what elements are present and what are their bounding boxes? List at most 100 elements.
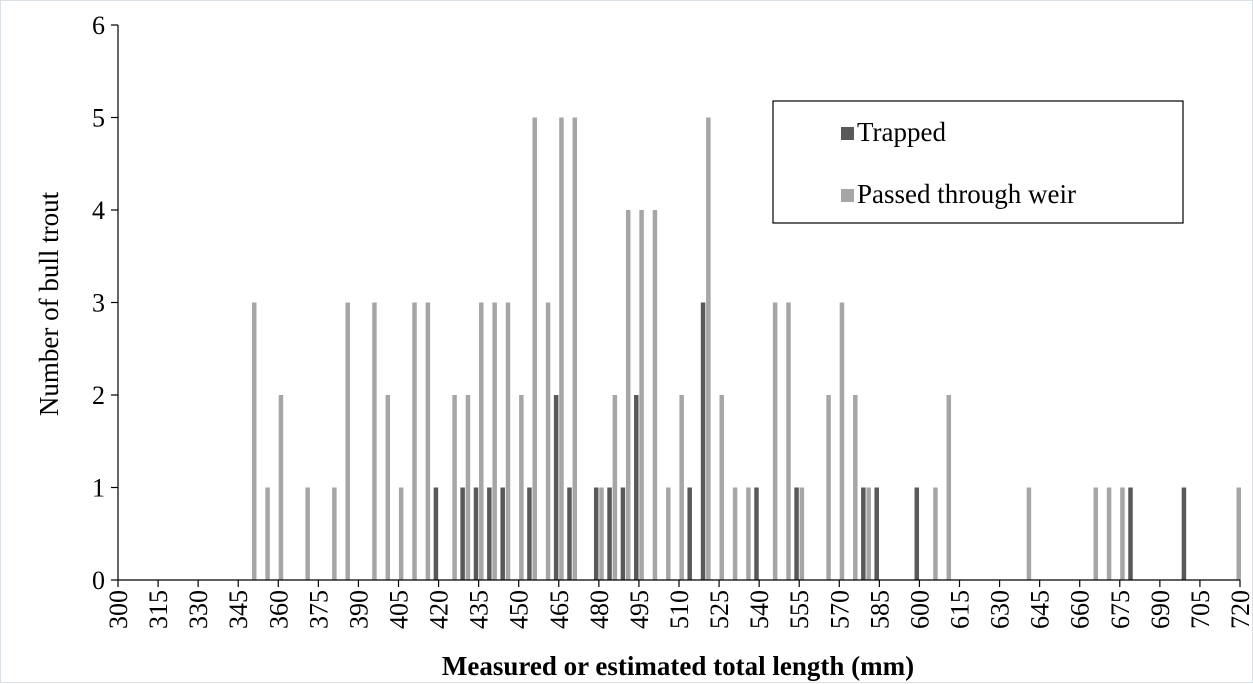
bar-trapped <box>874 487 879 580</box>
bar-trapped <box>433 487 439 580</box>
x-tick-label: 525 <box>705 590 734 629</box>
x-tick-label: 450 <box>505 590 534 629</box>
bar-passed-through-weir <box>839 302 845 580</box>
bar-passed-through-weir <box>946 395 952 580</box>
x-tick-label: 690 <box>1146 590 1175 629</box>
legend-box <box>772 100 1184 224</box>
bar-passed-through-weir <box>532 117 537 580</box>
bar-passed-through-weir <box>1026 487 1032 580</box>
x-tick-label: 600 <box>905 590 934 629</box>
bar-trapped <box>914 487 920 580</box>
y-tick-label: 2 <box>92 381 105 410</box>
bar-passed-through-weir <box>265 487 270 580</box>
bar-trapped <box>634 395 639 580</box>
legend-swatch-trapped <box>841 127 854 140</box>
legend: Trapped Passed through weir <box>772 100 1184 224</box>
x-tick-label: 570 <box>825 590 854 629</box>
bar-passed-through-weir <box>799 487 805 580</box>
y-tick-label: 3 <box>92 289 105 318</box>
x-tick-label: 540 <box>745 590 774 629</box>
bar-passed-through-weir <box>786 302 791 580</box>
x-tick-label: 615 <box>946 590 975 629</box>
bar-passed-through-weir <box>385 395 391 580</box>
bar-passed-through-weir <box>412 302 417 580</box>
bar-passed-through-weir <box>746 487 751 580</box>
x-tick-label: 480 <box>585 590 614 629</box>
y-tick-label: 1 <box>92 474 105 503</box>
x-tick-label: 420 <box>425 590 454 629</box>
bar-passed-through-weir <box>933 487 938 580</box>
bar-passed-through-weir <box>772 302 778 580</box>
legend-label-passed-through-weir: Passed through weir <box>857 179 1076 209</box>
bar-passed-through-weir <box>559 117 564 580</box>
x-tick-label: 345 <box>224 590 253 629</box>
bar-passed-through-weir <box>1120 487 1125 580</box>
x-tick-label: 435 <box>465 590 494 629</box>
x-tick-label: 495 <box>625 590 654 629</box>
bar-passed-through-weir <box>372 302 377 580</box>
y-axis-title: Number of bull trout <box>34 191 64 416</box>
bar-trapped <box>567 487 572 580</box>
bar-passed-through-weir <box>652 210 658 580</box>
bar-passed-through-weir <box>278 395 284 580</box>
bar-passed-through-weir <box>305 487 310 580</box>
bar-trapped <box>593 487 599 580</box>
bar-passed-through-weir <box>625 210 631 580</box>
bar-passed-through-weir <box>1106 487 1112 580</box>
bar-passed-through-weir <box>732 487 738 580</box>
x-tick-label: 675 <box>1106 590 1135 629</box>
bar-passed-through-weir <box>251 302 257 580</box>
x-tick-label: 330 <box>184 590 213 629</box>
bar-trapped <box>553 395 559 580</box>
bar-passed-through-weir <box>519 395 524 580</box>
x-tick-label: 720 <box>1226 590 1253 629</box>
bar-trapped <box>861 487 866 580</box>
bar-trapped <box>460 487 465 580</box>
bar-passed-through-weir <box>492 302 497 580</box>
bar-passed-through-weir <box>639 210 644 580</box>
bars-layer <box>251 117 1241 580</box>
x-tick-label: 360 <box>264 590 293 629</box>
bar-trapped <box>1128 487 1133 580</box>
bar-trapped <box>527 487 532 580</box>
x-tick-label: 645 <box>1026 590 1055 629</box>
bar-trapped <box>620 487 626 580</box>
x-tick-label: 630 <box>986 590 1015 629</box>
bar-passed-through-weir <box>545 302 551 580</box>
bar-trapped <box>487 487 492 580</box>
bar-trapped <box>794 487 799 580</box>
y-axis-ticks: 0 1 2 3 4 5 6 <box>92 11 118 595</box>
bar-trapped <box>687 487 692 580</box>
bar-passed-through-weir <box>706 117 711 580</box>
bar-passed-through-weir <box>332 487 337 580</box>
bar-passed-through-weir <box>505 302 511 580</box>
bar-passed-through-weir <box>425 302 431 580</box>
y-tick-label: 5 <box>92 104 105 133</box>
bar-passed-through-weir <box>866 487 871 580</box>
bar-trapped <box>500 487 505 580</box>
bar-trapped <box>607 487 612 580</box>
x-tick-label: 705 <box>1186 590 1215 629</box>
bar-passed-through-weir <box>612 395 618 580</box>
x-tick-label: 300 <box>104 590 133 629</box>
bar-passed-through-weir <box>826 395 831 580</box>
x-axis-title: Measured or estimated total length (mm) <box>442 651 914 681</box>
x-tick-label: 405 <box>385 590 414 629</box>
bar-passed-through-weir <box>479 302 484 580</box>
x-axis-ticks: 300 315 330 345 360 375 390 405 420 435 450 465 480 4… <box>104 580 1253 629</box>
bar-passed-through-weir <box>452 395 457 580</box>
bar-passed-through-weir <box>1093 487 1098 580</box>
bar-passed-through-weir <box>398 487 404 580</box>
bar-passed-through-weir <box>853 395 858 580</box>
bar-passed-through-weir <box>679 395 684 580</box>
y-tick-label: 4 <box>92 196 105 225</box>
y-tick-label: 6 <box>92 11 105 40</box>
bar-passed-through-weir <box>666 487 671 580</box>
x-tick-label: 555 <box>785 590 814 629</box>
bar-passed-through-weir <box>572 117 578 580</box>
x-tick-label: 375 <box>304 590 333 629</box>
legend-swatch-passed <box>841 189 854 202</box>
bar-trapped <box>1181 487 1187 580</box>
x-tick-label: 660 <box>1066 590 1095 629</box>
